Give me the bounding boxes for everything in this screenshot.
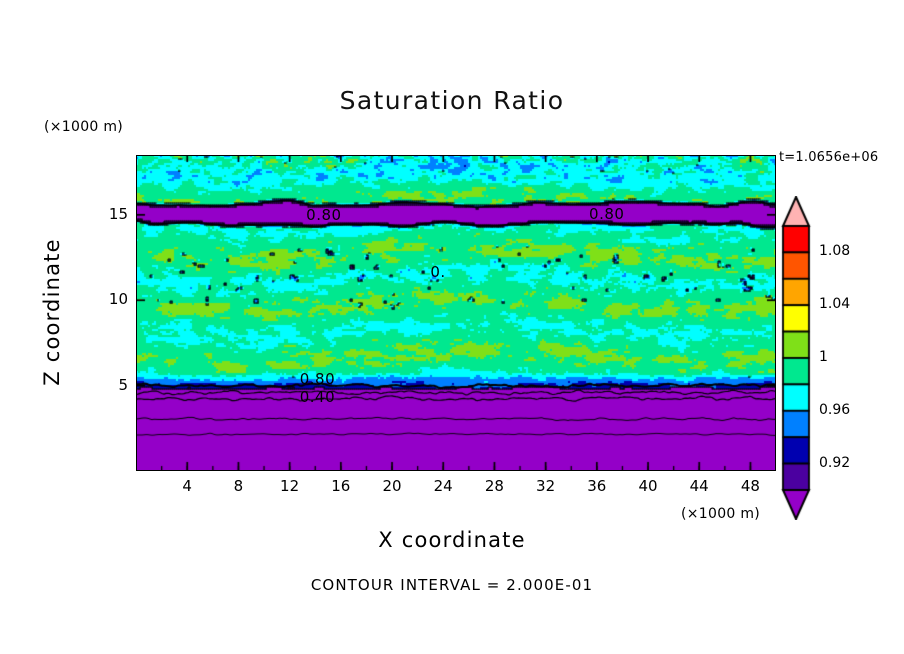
contour-plot-area: [136, 155, 776, 471]
contour-value-label: 0.80: [589, 204, 625, 223]
colorbar: [775, 196, 821, 520]
contour-value-label: 0.: [430, 262, 446, 281]
colorbar-tick-label: 1.04: [819, 296, 851, 313]
contour-value-label: 0.80: [299, 370, 336, 389]
y-axis-units-label: (×1000 m): [44, 119, 124, 135]
x-tick-label: 16: [331, 477, 351, 495]
x-tick-label: 44: [689, 477, 709, 495]
x-tick-label: 48: [740, 477, 760, 495]
x-tick-label: 8: [233, 477, 244, 495]
x-tick-label: 40: [638, 477, 658, 495]
colorbar-tick-label: 0.92: [819, 454, 851, 471]
x-tick-label: 28: [484, 477, 504, 495]
colorbar-tick-label: 0.96: [819, 401, 851, 418]
contour-value-label: 0.40: [299, 387, 336, 406]
x-tick-label: 36: [587, 477, 607, 495]
x-tick-label: 12: [280, 477, 300, 495]
colorbar-tick-label: 1: [819, 349, 828, 365]
saturation-ratio-field: [136, 155, 776, 471]
x-axis-label: X coordinate: [378, 528, 526, 552]
x-tick-label: 24: [433, 477, 453, 495]
x-tick-label: 32: [536, 477, 556, 495]
y-tick-label: 10: [108, 290, 128, 309]
x-axis-units-label: (×1000 m): [681, 506, 761, 522]
y-axis-label: Z coordinate: [40, 238, 64, 386]
time-label: t=1.0656e+06: [779, 150, 879, 165]
contour-value-label: 0.80: [306, 206, 342, 225]
y-tick-label: 15: [108, 204, 128, 223]
colorbar-swatches: [775, 196, 821, 520]
chart-title: Saturation Ratio: [339, 86, 565, 115]
y-tick-label: 5: [118, 375, 128, 394]
x-tick-label: 4: [182, 477, 192, 495]
contour-interval-caption: CONTOUR INTERVAL = 2.000E-01: [310, 576, 594, 594]
x-tick-label: 20: [382, 477, 402, 495]
colorbar-tick-label: 1.08: [819, 243, 851, 260]
